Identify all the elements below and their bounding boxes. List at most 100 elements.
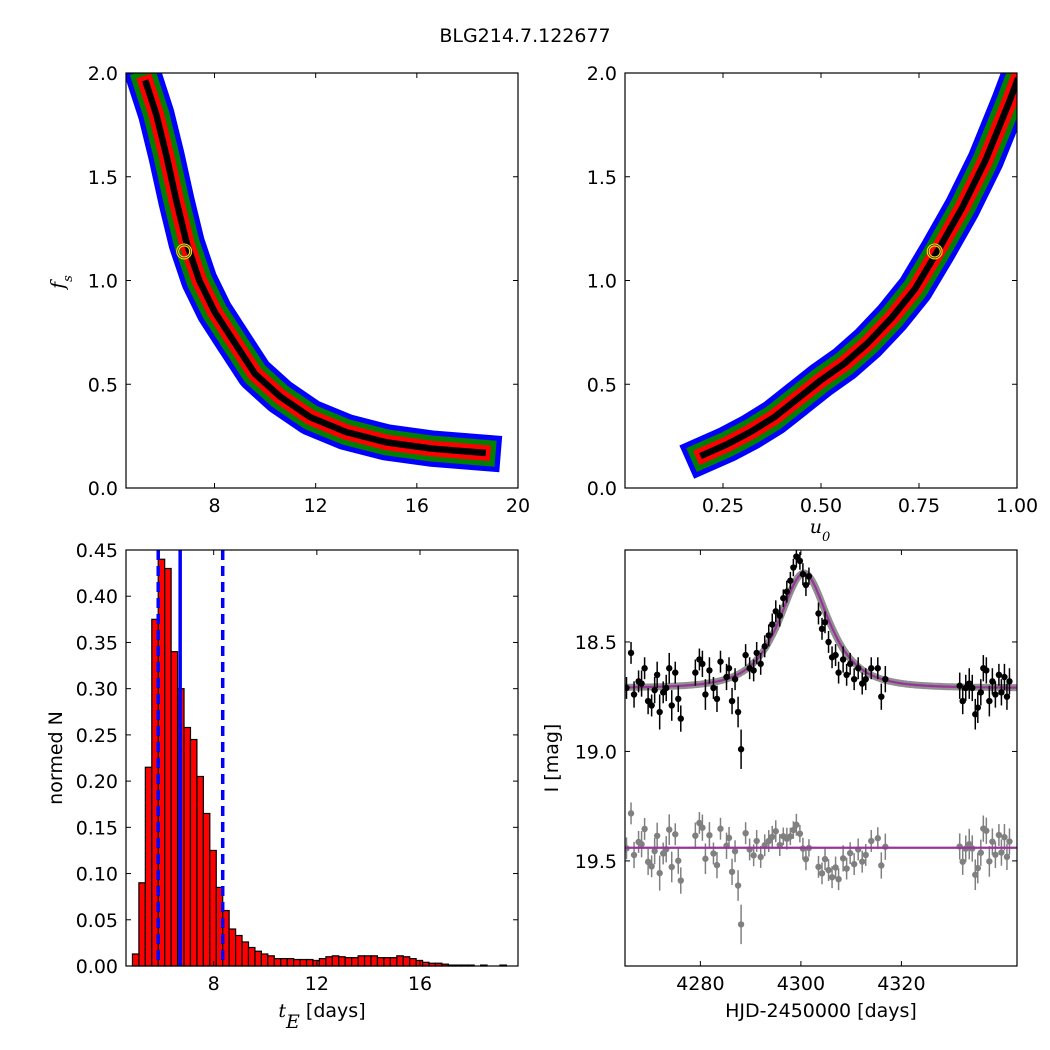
- x-tick-label: 16: [408, 973, 432, 995]
- data-point: [839, 656, 847, 663]
- ylabel-fs: fs: [47, 275, 76, 291]
- data-point: [737, 746, 745, 753]
- data-point: [843, 671, 850, 678]
- histogram-bar: [338, 956, 346, 967]
- y-tick-label: 0.00: [76, 956, 118, 978]
- data-point: [815, 610, 822, 617]
- histogram-bar: [305, 958, 314, 967]
- residual-point: [627, 810, 635, 817]
- residual-point: [753, 837, 760, 845]
- histogram-bar: [170, 651, 179, 967]
- data-point: [969, 684, 976, 692]
- residual-point: [713, 861, 721, 869]
- histogram-bar: [247, 946, 256, 967]
- x-tick-label: 16: [405, 495, 429, 517]
- residual-point: [818, 870, 826, 877]
- residual-point: [874, 835, 881, 842]
- residual-point: [692, 832, 699, 839]
- histogram-bar: [138, 882, 146, 967]
- histogram-bar: [183, 726, 192, 967]
- ylabel-fs-sub: s: [61, 275, 76, 282]
- data-point: [753, 649, 760, 657]
- data-point: [692, 669, 699, 676]
- ylabel-i-mag: I [mag]: [541, 724, 563, 793]
- residual-point: [995, 831, 1003, 839]
- histogram-bar: [351, 957, 359, 967]
- data-point: [1001, 673, 1008, 681]
- residual-point: [1006, 838, 1013, 845]
- data-point: [757, 660, 764, 668]
- y-tick-label: 1.5: [88, 167, 118, 189]
- histogram-bar: [131, 953, 140, 967]
- histogram-bar: [164, 567, 172, 967]
- histogram-bar: [189, 738, 198, 967]
- histogram-bar: [299, 958, 308, 967]
- plot-area-fs-vs-u0: 0.25 0.50 0.75 1.00 0.0 0.5 1.0 1.5 2.0: [587, 63, 1038, 517]
- xlabel-te-units: [days]: [300, 1000, 366, 1022]
- residual-point: [772, 828, 779, 835]
- data-point: [772, 608, 779, 615]
- residual-point: [717, 825, 724, 832]
- residual-point: [959, 858, 966, 865]
- residual-point: [832, 864, 839, 871]
- data-point: [668, 702, 675, 709]
- residual-point: [651, 847, 658, 855]
- residual-point: [702, 855, 709, 862]
- y-tick-label: 0.45: [76, 540, 118, 562]
- residual-point: [750, 852, 757, 859]
- data-point: [725, 665, 733, 672]
- residual-point: [843, 865, 850, 872]
- residual-point: [862, 851, 869, 859]
- data-point: [776, 612, 783, 619]
- data-point: [742, 651, 749, 659]
- data-point: [787, 577, 794, 584]
- residual-point: [653, 832, 661, 839]
- data-point: [630, 691, 638, 698]
- data-point: [998, 689, 1005, 696]
- plot-area-light-curve: 4280 4300 4320 18.5 19.0 19.5: [575, 549, 1018, 995]
- xlabel-hjd: HJD-2450000 [days]: [725, 1000, 917, 1022]
- histogram-bar: [357, 955, 366, 967]
- data-point: [1003, 693, 1011, 700]
- data-point: [868, 665, 875, 672]
- residual-point: [677, 877, 684, 884]
- data-point: [974, 704, 981, 711]
- residual-point: [846, 849, 854, 857]
- best-fit-marker-outline: [177, 244, 192, 259]
- residual-point: [790, 826, 797, 834]
- residual-point: [868, 837, 875, 845]
- x-tick-label: 4280: [676, 973, 724, 995]
- residual-point: [787, 833, 794, 840]
- data-point: [850, 675, 858, 683]
- data-point: [862, 675, 869, 683]
- data-point: [882, 675, 889, 683]
- histogram-bar: [389, 957, 398, 967]
- residual-point: [666, 826, 673, 833]
- residual-point: [821, 855, 829, 863]
- panel-fs-vs-u0: 0.25 0.50 0.75 1.00 0.0 0.5 1.0 1.5 2.0 u0: [587, 63, 1038, 545]
- data-point: [765, 632, 772, 639]
- residual-point: [802, 855, 810, 863]
- data-point: [805, 573, 813, 580]
- data-point: [710, 684, 717, 692]
- residual-point: [731, 848, 739, 855]
- data-point: [750, 667, 757, 674]
- histogram-bar: [344, 957, 353, 967]
- histogram-bar: [254, 950, 262, 967]
- data-point: [992, 691, 999, 698]
- plot-area-te-histogram: 8 12 16 0.00 0.05 0.10 0.15 0.20 0.25 0.30 0.35 0.4…: [76, 540, 519, 995]
- y-tick-label: 0.5: [587, 374, 617, 396]
- residual-point: [850, 860, 858, 868]
- data-point: [793, 553, 800, 560]
- residual-point: [668, 863, 675, 871]
- residual-point: [998, 849, 1005, 856]
- residual-point: [835, 875, 842, 883]
- residual-point: [769, 833, 776, 841]
- panel-light-curve: 4280 4300 4320 18.5 19.0 19.5 I [mag] HJD-245…: [541, 549, 1018, 1022]
- histogram-bar: [267, 955, 275, 967]
- residual-point: [675, 857, 682, 864]
- histogram-bar: [202, 812, 211, 967]
- residual-point: [737, 921, 745, 928]
- histogram-bar: [376, 957, 385, 967]
- data-point: [780, 594, 787, 602]
